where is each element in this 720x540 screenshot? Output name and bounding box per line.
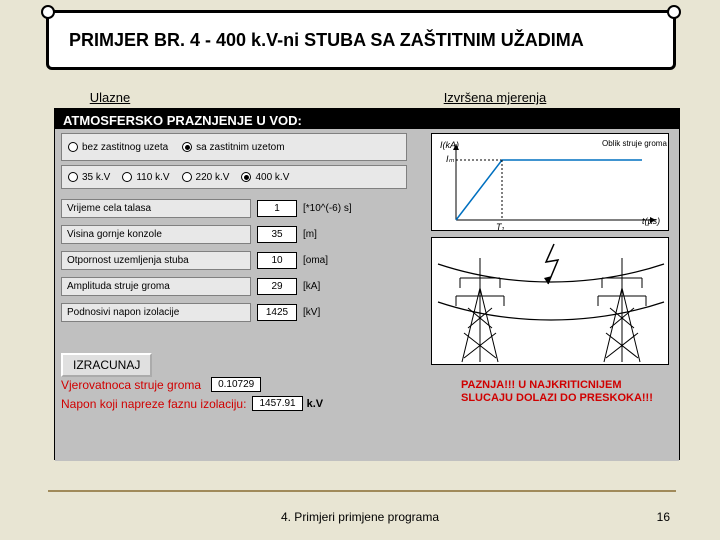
radio-dot <box>182 172 192 182</box>
radio-label: 400 k.V <box>255 172 289 183</box>
param-input[interactable]: 1425 <box>257 304 297 321</box>
param-row: Visina gornje konzole 35 [m] <box>61 221 407 247</box>
title-frame: PRIMJER BR. 4 - 400 k.V-ni STUBA SA ZAŠT… <box>46 10 676 70</box>
param-label: Visina gornje konzole <box>61 225 251 244</box>
radio-35kv[interactable]: 35 k.V <box>68 172 110 183</box>
radio-dot <box>68 142 78 152</box>
app-header: ATMOSFERSKO PRAZNJENJE U VOD: <box>55 109 679 129</box>
app-window: ATMOSFERSKO PRAZNJENJE U VOD: bez zastit… <box>54 108 680 460</box>
param-unit: [kV] <box>303 307 320 318</box>
shield-option-panel: bez zastitnog uzeta sa zastitnim uzetom <box>61 133 407 161</box>
graph-title: Oblik struje groma <box>602 139 667 148</box>
header-measurements: Izvršena mjerenja <box>310 90 680 105</box>
radio-400kv[interactable]: 400 k.V <box>241 172 289 183</box>
param-input[interactable]: 1 <box>257 200 297 217</box>
divider <box>48 490 676 492</box>
param-unit: [kA] <box>303 281 320 292</box>
footer-text: 4. Primjeri primjene programa <box>0 510 720 524</box>
page-number: 16 <box>657 510 670 524</box>
radio-label: 220 k.V <box>196 172 230 183</box>
tower-diagram <box>431 237 669 365</box>
param-row: Podnosivi napon izolacije 1425 [kV] <box>61 299 407 325</box>
param-unit: [oma] <box>303 255 328 266</box>
results: Vjerovatnoca struje groma 0.10729 Napon … <box>61 377 323 411</box>
param-input[interactable]: 29 <box>257 278 297 295</box>
radio-220kv[interactable]: 220 k.V <box>182 172 230 183</box>
result-label: Napon koji napreze faznu izolaciju: <box>61 397 246 411</box>
app-body: bez zastitnog uzeta sa zastitnim uzetom … <box>55 129 679 461</box>
radio-110kv[interactable]: 110 k.V <box>122 172 169 183</box>
result-label: Vjerovatnoca struje groma <box>61 378 201 392</box>
radio-label: bez zastitnog uzeta <box>82 142 168 153</box>
param-unit: [*10^(-6) s] <box>303 203 352 214</box>
param-row: Vrijeme cela talasa 1 [*10^(-6) s] <box>61 195 407 221</box>
tower-svg <box>432 238 670 366</box>
radio-dot <box>182 142 192 152</box>
corner-decoration <box>41 5 55 19</box>
param-input[interactable]: 35 <box>257 226 297 243</box>
corner-decoration <box>667 5 681 19</box>
radio-label: 35 k.V <box>82 172 110 183</box>
page-title: PRIMJER BR. 4 - 400 k.V-ni STUBA SA ZAŠT… <box>69 30 584 51</box>
param-unit: [m] <box>303 229 317 240</box>
graph-t1: T₁ <box>496 222 504 232</box>
result-probability: Vjerovatnoca struje groma 0.10729 <box>61 377 323 392</box>
radio-dot <box>122 172 132 182</box>
calculate-button[interactable]: IZRACUNAJ <box>61 353 152 377</box>
param-row: Otpornost uzemljenja stuba 10 [oma] <box>61 247 407 273</box>
param-label: Amplituda struje groma <box>61 277 251 296</box>
radio-no-shield[interactable]: bez zastitnog uzeta <box>68 142 168 153</box>
graph-svg: Oblik struje groma I(kA) t(µs) Iₘ T₁ <box>432 134 670 232</box>
radio-label: 110 k.V <box>136 172 169 183</box>
param-row: Amplituda struje groma 29 [kA] <box>61 273 407 299</box>
radio-label: sa zastitnim uzetom <box>196 142 284 153</box>
result-unit: k.V <box>307 398 324 410</box>
radio-dot <box>68 172 78 182</box>
parameters: Vrijeme cela talasa 1 [*10^(-6) s] Visin… <box>61 195 407 325</box>
param-label: Podnosivi napon izolacije <box>61 303 251 322</box>
param-input[interactable]: 10 <box>257 252 297 269</box>
graph-im: Iₘ <box>446 154 455 164</box>
param-label: Otpornost uzemljenja stuba <box>61 251 251 270</box>
radio-dot <box>241 172 251 182</box>
result-value: 0.10729 <box>211 377 261 392</box>
header-inputs: Ulazne <box>60 90 160 105</box>
result-voltage: Napon koji napreze faznu izolaciju: 1457… <box>61 396 323 411</box>
result-value: 1457.91 <box>252 396 302 411</box>
warning-text: PAZNJA!!! U NAJKRITICNIJEM SLUCAJU DOLAZ… <box>461 379 671 405</box>
radio-with-shield[interactable]: sa zastitnim uzetom <box>182 142 284 153</box>
section-headers: Ulazne Izvršena mjerenja <box>60 90 680 105</box>
lightning-current-graph: Oblik struje groma I(kA) t(µs) Iₘ T₁ <box>431 133 669 231</box>
param-label: Vrijeme cela talasa <box>61 199 251 218</box>
voltage-panel: 35 k.V 110 k.V 220 k.V 400 k.V <box>61 165 407 189</box>
